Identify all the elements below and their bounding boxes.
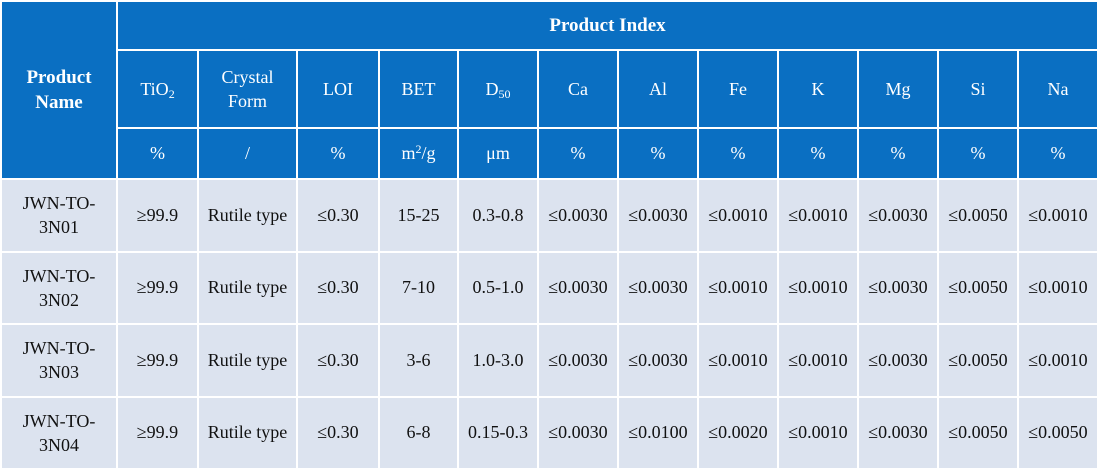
value-cell: ≥99.9: [116, 250, 199, 325]
col-header-tio2: TiO2: [116, 49, 199, 129]
value-cell: ≤0.0010: [1017, 178, 1097, 253]
col-header-loi: LOI: [296, 49, 380, 129]
value-cell: ≤0.0050: [937, 395, 1019, 470]
table-row: JWN-TO-3N01 ≥99.9 Rutile type ≤0.30 15-2…: [0, 178, 1097, 253]
value-cell: ≤0.30: [296, 250, 380, 325]
value-cell: ≥99.9: [116, 395, 199, 470]
value-cell: 15-25: [378, 178, 459, 253]
value-cell: ≤0.0050: [937, 178, 1019, 253]
value-cell: ≤0.0010: [697, 250, 779, 325]
value-cell: ≤0.0050: [1017, 395, 1097, 470]
value-cell: ≤0.0020: [697, 395, 779, 470]
value-cell: ≥99.9: [116, 178, 199, 253]
col-header-d50: D50: [457, 49, 539, 129]
unit-loi: %: [296, 127, 380, 180]
col-header-mg: Mg: [857, 49, 939, 129]
value-cell: ≤0.0030: [617, 323, 699, 398]
unit-mg: %: [857, 127, 939, 180]
product-name-header: Product Name: [0, 0, 118, 180]
product-name-cell: JWN-TO-3N01: [0, 178, 118, 253]
unit-k: %: [777, 127, 859, 180]
value-cell: ≤0.0010: [697, 323, 779, 398]
value-cell: ≤0.0010: [777, 178, 859, 253]
value-cell: ≤0.0010: [777, 395, 859, 470]
value-cell: ≤0.0010: [697, 178, 779, 253]
value-cell: 0.15-0.3: [457, 395, 539, 470]
value-cell: ≤0.0010: [1017, 250, 1097, 325]
value-cell: ≤0.30: [296, 395, 380, 470]
value-cell: ≤0.0010: [1017, 323, 1097, 398]
col-header-crystal-form: Crystal Form: [197, 49, 298, 129]
unit-d50: μm: [457, 127, 539, 180]
value-cell: 3-6: [378, 323, 459, 398]
value-cell: ≤0.0030: [857, 395, 939, 470]
col-header-na: Na: [1017, 49, 1097, 129]
col-header-si: Si: [937, 49, 1019, 129]
unit-si: %: [937, 127, 1019, 180]
col-header-k: K: [777, 49, 859, 129]
col-header-bet: BET: [378, 49, 459, 129]
col-header-ca: Ca: [537, 49, 619, 129]
value-cell: Rutile type: [197, 178, 298, 253]
value-cell: ≤0.0030: [537, 395, 619, 470]
value-cell: ≤0.0030: [617, 250, 699, 325]
value-cell: ≤0.0010: [777, 323, 859, 398]
unit-tio2: %: [116, 127, 199, 180]
value-cell: ≤0.0050: [937, 250, 1019, 325]
value-cell: ≥99.9: [116, 323, 199, 398]
value-cell: Rutile type: [197, 250, 298, 325]
col-header-al: Al: [617, 49, 699, 129]
unit-al: %: [617, 127, 699, 180]
product-name-cell: JWN-TO-3N03: [0, 323, 118, 398]
value-cell: 1.0-3.0: [457, 323, 539, 398]
value-cell: ≤0.0030: [537, 178, 619, 253]
value-cell: ≤0.0030: [857, 178, 939, 253]
value-cell: 7-10: [378, 250, 459, 325]
value-cell: 6-8: [378, 395, 459, 470]
unit-bet: m2/g: [378, 127, 459, 180]
table-row: JWN-TO-3N04 ≥99.9 Rutile type ≤0.30 6-8 …: [0, 395, 1097, 470]
value-cell: ≤0.0010: [777, 250, 859, 325]
value-cell: 0.3-0.8: [457, 178, 539, 253]
product-index-header: Product Index: [116, 0, 1097, 51]
value-cell: ≤0.0030: [857, 250, 939, 325]
value-cell: ≤0.0030: [617, 178, 699, 253]
unit-fe: %: [697, 127, 779, 180]
table-row: JWN-TO-3N02 ≥99.9 Rutile type ≤0.30 7-10…: [0, 250, 1097, 325]
unit-ca: %: [537, 127, 619, 180]
value-cell: ≤0.30: [296, 323, 380, 398]
value-cell: Rutile type: [197, 395, 298, 470]
product-name-cell: JWN-TO-3N04: [0, 395, 118, 470]
value-cell: 0.5-1.0: [457, 250, 539, 325]
table-row: JWN-TO-3N03 ≥99.9 Rutile type ≤0.30 3-6 …: [0, 323, 1097, 398]
value-cell: ≤0.0050: [937, 323, 1019, 398]
col-header-fe: Fe: [697, 49, 779, 129]
value-cell: ≤0.30: [296, 178, 380, 253]
value-cell: ≤0.0030: [857, 323, 939, 398]
value-cell: Rutile type: [197, 323, 298, 398]
value-cell: ≤0.0030: [537, 250, 619, 325]
unit-crystal-form: /: [197, 127, 298, 180]
product-name-cell: JWN-TO-3N02: [0, 250, 118, 325]
value-cell: ≤0.0100: [617, 395, 699, 470]
value-cell: ≤0.0030: [537, 323, 619, 398]
unit-na: %: [1017, 127, 1097, 180]
